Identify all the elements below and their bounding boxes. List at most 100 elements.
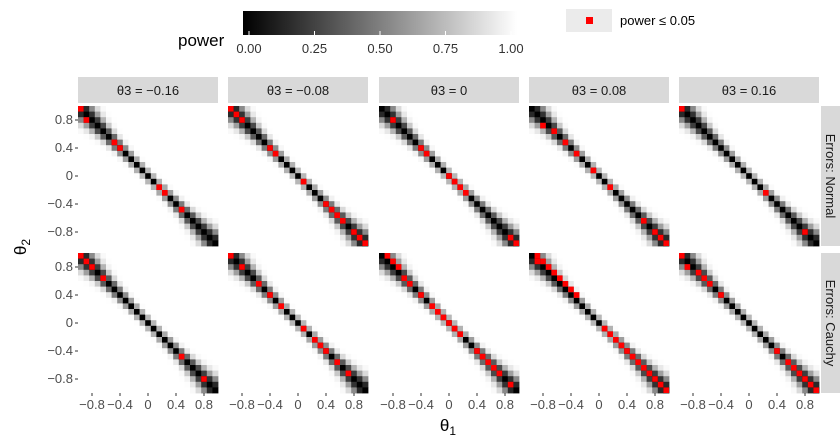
heatmap-cell [117,229,124,236]
heatmap-cell [529,206,535,213]
heatmap-cell [573,184,580,191]
heatmap-cell [278,275,285,282]
heatmap-cell [407,325,413,332]
heatmap-cell [156,331,163,338]
heatmap-cell [718,178,725,185]
heatmap-cell [418,139,425,146]
heatmap-cell [356,122,363,129]
heatmap-cell [735,167,741,174]
heatmap-cell [735,150,741,157]
heatmap-cell [173,353,180,360]
heatmap-cell [184,342,191,349]
column-strip-bg [529,77,669,103]
heatmap-cell [351,281,358,287]
heatmap-cell [479,212,486,219]
heatmap-cell [379,218,385,224]
heatmap-cell [256,303,262,310]
heatmap-cell [384,195,391,202]
heatmap-cell [289,122,296,129]
heatmap-cell [111,264,118,271]
heatmap-cell [763,173,769,180]
heatmap-cell [412,106,419,112]
heatmap-cell [807,122,814,129]
heatmap-cell [145,320,152,327]
heatmap-cell [233,150,240,157]
heatmap-cell [540,212,547,219]
heatmap-cell [89,253,96,259]
heatmap-cell [323,292,330,299]
heatmap-cell [134,201,140,208]
heatmap-cell [663,212,670,219]
heatmap-cell [646,173,653,180]
heatmap-cell [162,139,168,146]
heatmap-cell [284,264,290,271]
heatmap-cell [128,353,135,360]
heatmap-cell [278,234,285,241]
heatmap-cell [100,134,107,140]
heatmap-cell [718,218,725,224]
heatmap-cell [390,275,397,282]
heatmap-cell [145,286,152,293]
heatmap-cell [201,134,208,140]
heatmap-cell [244,331,251,338]
heatmap-cell [306,314,313,321]
heatmap-cell [134,111,140,118]
heatmap-cell [206,387,213,394]
heatmap-cell [184,325,191,332]
heatmap-cell [244,173,251,180]
heatmap-cell [451,258,458,265]
heatmap-cell [384,269,391,276]
heatmap-cell [468,134,475,140]
heatmap-cell [212,269,219,276]
heatmap-cell [83,342,90,349]
heatmap-cell [312,184,318,191]
heatmap-cell [735,156,741,163]
heatmap-cell [657,240,664,247]
heatmap-cell [746,190,753,196]
heatmap-cell [328,195,335,202]
heatmap-cell [195,139,202,146]
heatmap-cell [390,106,397,112]
heatmap-cell [139,195,146,202]
heatmap-cell [735,128,741,135]
heatmap-cell [156,370,163,377]
heatmap-cell [635,190,642,196]
heatmap-cell [485,145,492,152]
heatmap-cell [723,139,730,146]
heatmap-cell [796,218,803,224]
heatmap-cell [351,292,358,299]
heatmap-cell [122,275,129,282]
heatmap-cell [195,348,202,355]
heatmap-cell [407,309,413,315]
heatmap-cell [156,286,163,293]
heatmap-cell [111,342,118,349]
heatmap-cell [156,229,163,236]
red-point [356,234,363,241]
heatmap-cell [233,275,240,282]
heatmap-cell [173,117,180,124]
heatmap-cell [629,184,636,191]
heatmap-cell [284,156,290,163]
heatmap-cell [474,145,481,152]
heatmap-cell [139,331,146,338]
heatmap-cell [145,128,152,135]
heatmap-cell [128,258,135,265]
heatmap-cell [607,122,614,129]
heatmap-cell [446,353,453,360]
heatmap-cell [94,117,101,124]
heatmap-cell [317,359,324,366]
heatmap-cell [568,223,575,230]
heatmap-cell [289,212,296,219]
heatmap-cell [545,212,552,219]
heatmap-cell [379,145,385,152]
heatmap-cell [295,128,302,135]
heatmap-cell [162,365,168,371]
heatmap-cell [763,156,769,163]
heatmap-cell [94,309,101,315]
heatmap-cell [590,156,597,163]
heatmap-cell [729,190,736,196]
heatmap-cell [128,320,135,327]
heatmap-cell [190,212,196,219]
heatmap-cell [128,201,135,208]
heatmap-cell [100,167,107,174]
